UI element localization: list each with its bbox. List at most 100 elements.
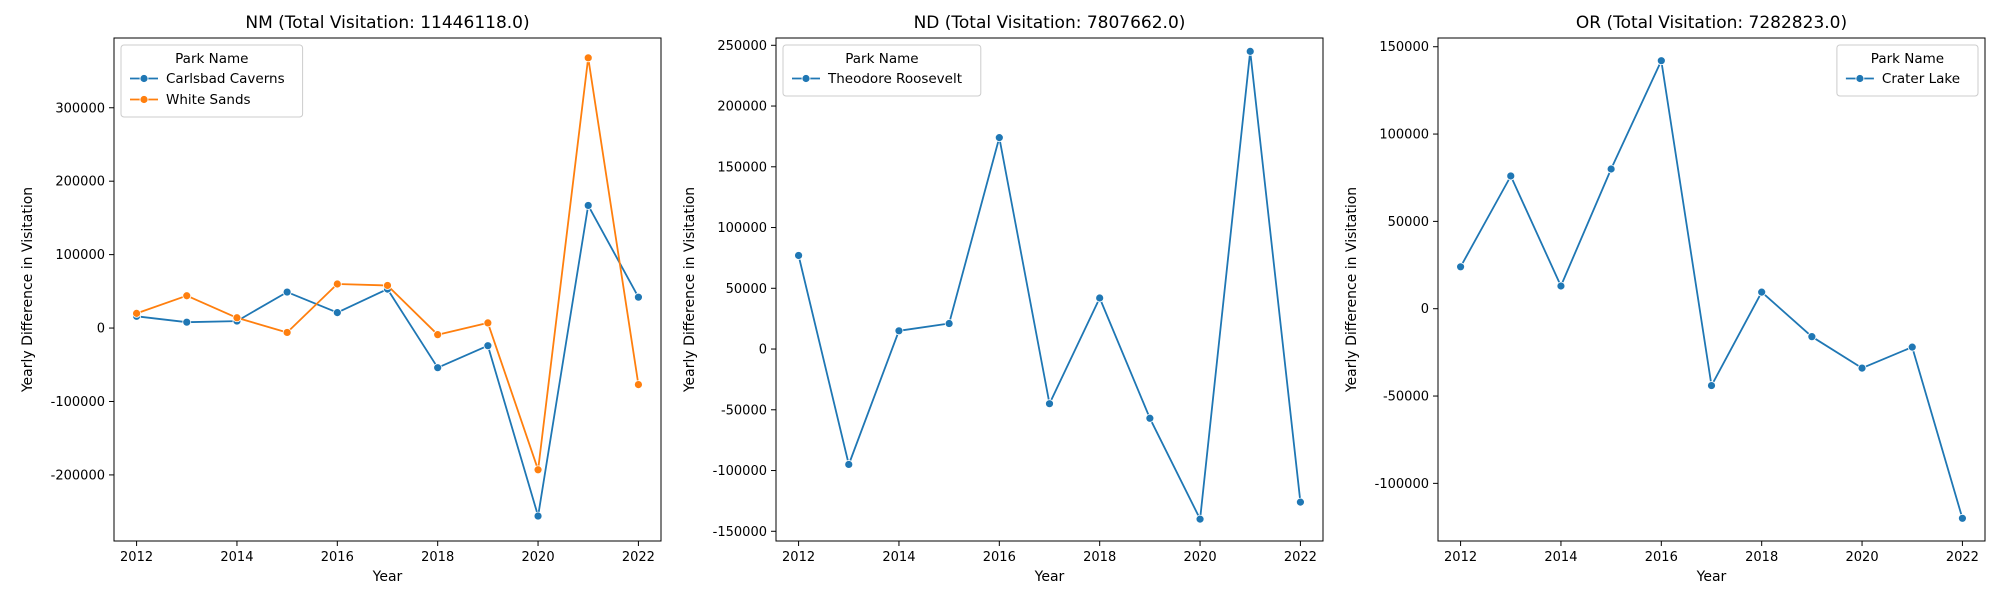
- y-axis-label: Yearly Difference in Visitation: [1344, 187, 1360, 393]
- data-point: [282, 328, 292, 337]
- data-point: [483, 318, 493, 328]
- x-axis-label: Year: [1696, 569, 1727, 585]
- data-point: [844, 460, 854, 469]
- chart-panel-1: 2012 2014 2016 2018 2020 2022 -200000 -100000 0 1…: [20, 13, 662, 585]
- y-tick-label: 0: [759, 343, 767, 358]
- y-tick-label: -200000: [51, 468, 105, 483]
- data-point: [433, 330, 443, 340]
- y-tick-label: -50000: [1383, 390, 1429, 405]
- plot-frame: [1437, 37, 1986, 542]
- chart-title: OR (Total Visitation: 7282823.0): [1576, 13, 1847, 33]
- x-tick-label: 2018: [1745, 550, 1778, 565]
- data-point: [1245, 46, 1255, 56]
- x-tick-label: 2012: [120, 550, 153, 565]
- x-tick-label: 2012: [1444, 550, 1477, 565]
- y-tick-label: 200000: [717, 100, 767, 115]
- data-point: [1958, 513, 1967, 523]
- legend-box: [1836, 44, 1979, 97]
- y-tick-label: -100000: [51, 395, 105, 410]
- x-tick-label: 2016: [321, 550, 354, 565]
- data-point: [1757, 287, 1767, 297]
- y-tick-label: 100000: [717, 221, 767, 236]
- x-axis-label: Year: [1034, 569, 1065, 585]
- data-point: [1195, 514, 1205, 524]
- y-tick-label: 0: [97, 322, 105, 337]
- y-tick-label: 0: [1421, 302, 1429, 317]
- x-axis-label: Year: [372, 569, 403, 585]
- data-point: [182, 317, 192, 327]
- data-point: [1807, 332, 1817, 342]
- y-tick-label: -100000: [713, 464, 767, 479]
- y-tick-label: 200000: [55, 175, 105, 190]
- data-point: [1145, 413, 1155, 423]
- data-point: [794, 251, 803, 260]
- data-point: [1907, 342, 1917, 352]
- legend-marker: [139, 95, 149, 104]
- chart-panel-3: 2012 2014 2016 2018 2020 2022 -100000 -50000 0 50…: [1344, 13, 1986, 585]
- legend-title: Park Name: [175, 51, 248, 67]
- data-point: [1857, 363, 1867, 373]
- x-tick-label: 2014: [882, 550, 915, 565]
- legend-label: Crater Lake: [1882, 71, 1960, 87]
- y-tick-label: 300000: [55, 101, 105, 116]
- x-tick-label: 2022: [1946, 550, 1979, 565]
- x-tick-label: 2016: [983, 550, 1016, 565]
- legend-label: White Sands: [166, 92, 251, 108]
- y-tick-label: -100000: [1375, 477, 1429, 492]
- y-tick-label: 100000: [1379, 128, 1429, 143]
- x-tick-label: 2018: [1083, 550, 1116, 565]
- data-point: [1707, 381, 1716, 390]
- legend-box: [782, 44, 982, 97]
- data-point: [894, 326, 904, 336]
- data-point: [383, 281, 392, 290]
- data-point: [483, 341, 493, 351]
- x-tick-label: 2018: [421, 550, 454, 565]
- x-tick-label: 2014: [1544, 550, 1577, 565]
- data-point: [583, 53, 593, 63]
- y-tick-label: 150000: [717, 160, 767, 175]
- data-point: [282, 287, 292, 297]
- x-tick-label: 2020: [522, 550, 555, 565]
- y-tick-label: 100000: [55, 248, 105, 263]
- data-point: [132, 308, 141, 318]
- data-point: [1656, 56, 1666, 66]
- data-point: [583, 201, 593, 210]
- legend-marker: [139, 74, 149, 83]
- legend-title: Park Name: [845, 51, 918, 67]
- plot-frame: [113, 37, 662, 542]
- legend-marker: [801, 74, 811, 83]
- data-point: [1296, 497, 1305, 507]
- y-tick-label: 50000: [1388, 215, 1429, 230]
- data-point: [944, 319, 954, 328]
- plot-frame: [775, 37, 1324, 542]
- x-tick-label: 2020: [1846, 550, 1879, 565]
- data-point: [1606, 164, 1616, 174]
- legend-box: [120, 44, 304, 118]
- x-tick-label: 2022: [622, 550, 655, 565]
- legend-title: Park Name: [1871, 51, 1944, 67]
- data-point: [1506, 171, 1516, 181]
- x-tick-label: 2020: [1184, 550, 1217, 565]
- data-point: [1456, 262, 1465, 272]
- data-point: [232, 313, 242, 323]
- data-point: [1045, 399, 1054, 409]
- data-point: [634, 292, 643, 302]
- data-point: [332, 279, 342, 289]
- y-axis-label: Yearly Difference in Visitation: [20, 187, 36, 393]
- data-point: [994, 133, 1004, 143]
- x-tick-label: 2016: [1645, 550, 1678, 565]
- y-tick-label: 150000: [1379, 40, 1429, 55]
- data-point: [1556, 281, 1566, 291]
- chart-panel-2: 2012 2014 2016 2018 2020 2022 -150000 -100000 -5…: [682, 13, 1324, 585]
- y-tick-label: -50000: [721, 403, 767, 418]
- y-tick-label: 250000: [717, 39, 767, 54]
- chart-title: NM (Total Visitation: 11446118.0): [245, 13, 529, 33]
- x-tick-label: 2012: [782, 550, 815, 565]
- series-line-2: [136, 56, 640, 471]
- legend: Park Name Carlsbad Caverns White Sands: [120, 44, 304, 118]
- y-tick-label: -150000: [713, 525, 767, 540]
- data-point: [1095, 293, 1105, 303]
- data-point: [634, 380, 643, 389]
